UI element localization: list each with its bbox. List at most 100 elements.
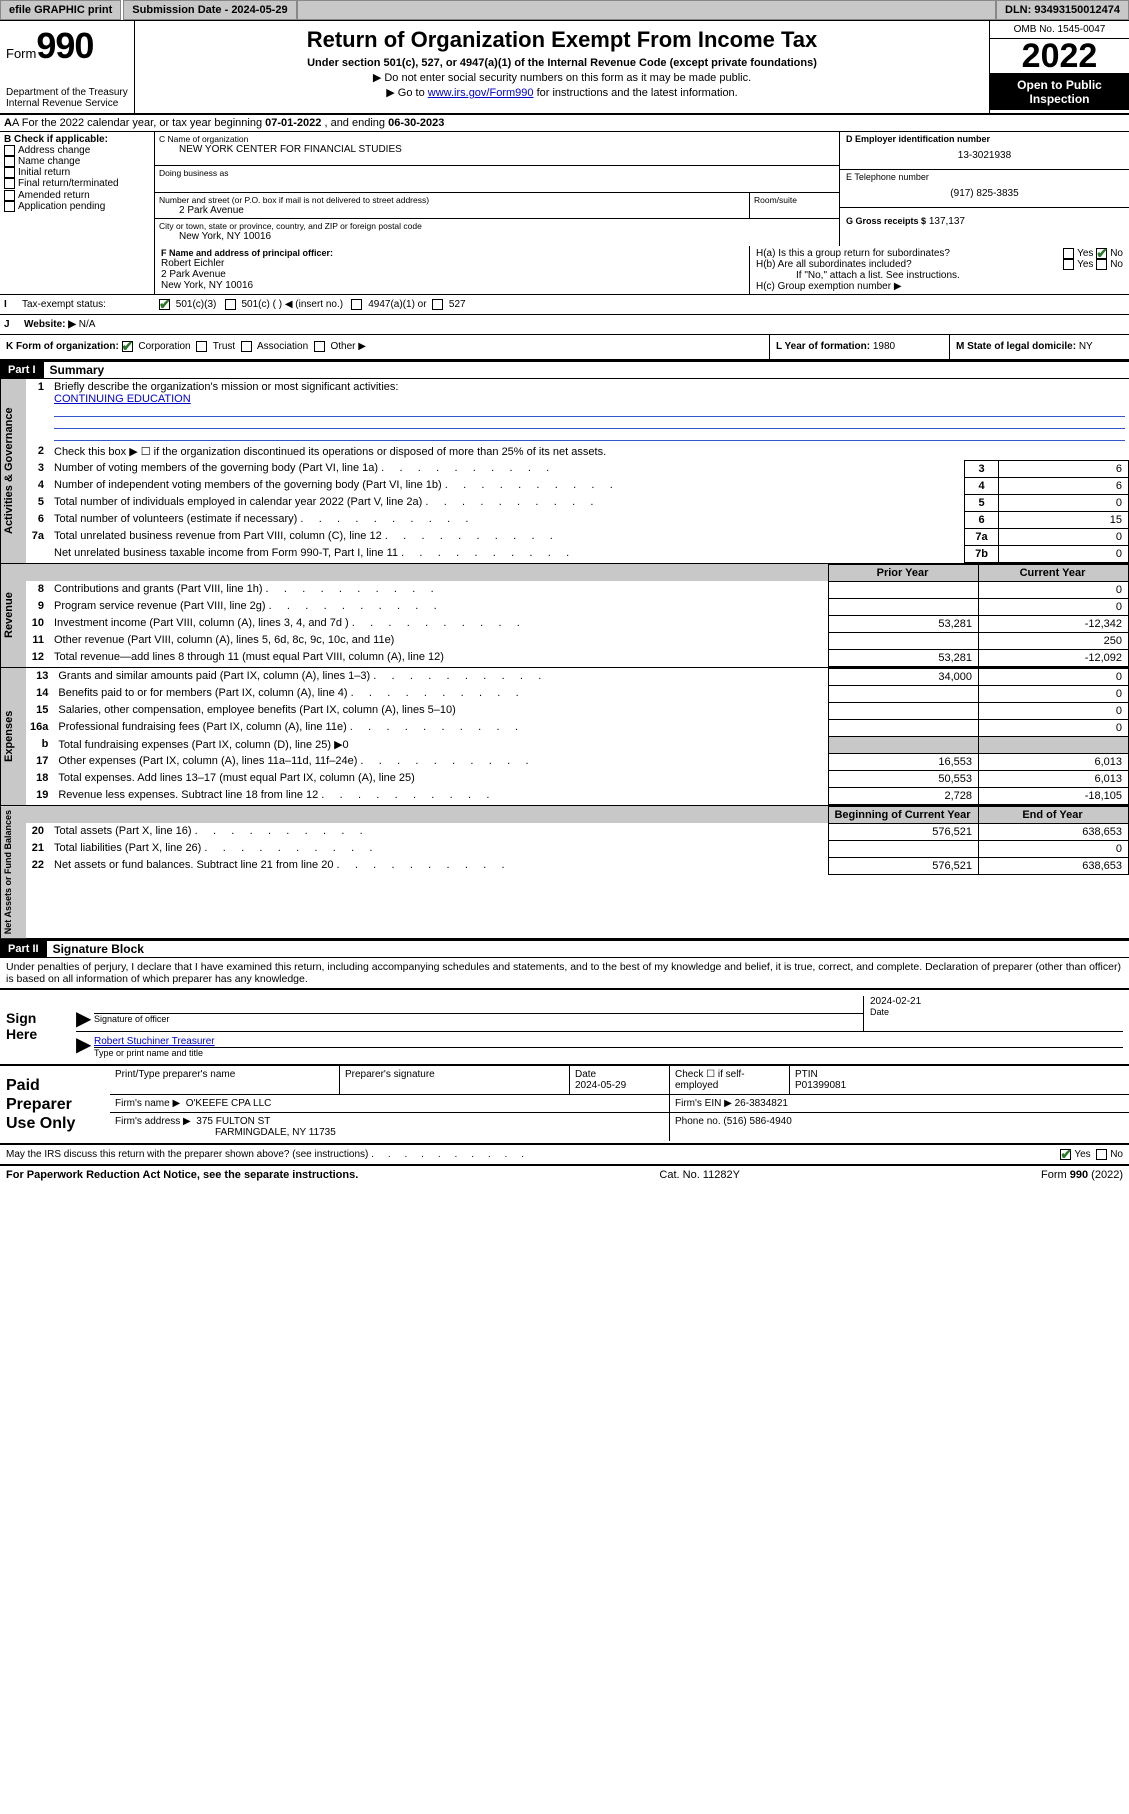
discuss-yes-checkbox[interactable]: [1060, 1149, 1071, 1160]
Hb-no-checkbox[interactable]: [1096, 259, 1107, 270]
room-label: Room/suite: [754, 195, 835, 205]
address-change-checkbox[interactable]: [4, 145, 15, 156]
discuss-no: No: [1110, 1149, 1123, 1160]
exp-row: bTotal fundraising expenses (Part IX, co…: [26, 736, 1129, 753]
ptin-value: P01399081: [795, 1080, 846, 1091]
corp-label: Corporation: [138, 342, 190, 353]
final-return-checkbox[interactable]: [4, 178, 15, 189]
trust-checkbox[interactable]: [196, 341, 207, 352]
exp-row: 14Benefits paid to or for members (Part …: [26, 685, 1129, 702]
other-label: Other ▶: [330, 342, 365, 353]
rev-prior: [829, 598, 979, 615]
exp-row: 18Total expenses. Add lines 13–17 (must …: [26, 770, 1129, 787]
subtitle: Under section 501(c), 527, or 4947(a)(1)…: [145, 57, 979, 69]
section-FH: F Name and address of principal officer:…: [0, 246, 1129, 295]
other-checkbox[interactable]: [314, 341, 325, 352]
section-IJ: I Tax-exempt status: 501(c)(3) 501(c) ( …: [0, 295, 1129, 315]
phone-value: (917) 825-3835: [846, 182, 1123, 199]
toolbar-spacer: [297, 0, 996, 20]
city-label: City or town, state or province, country…: [159, 221, 835, 231]
rev-prior: [829, 632, 979, 649]
ssn-note: ▶ Do not enter social security numbers o…: [145, 71, 979, 84]
page-footer: For Paperwork Reduction Act Notice, see …: [0, 1166, 1129, 1184]
footer-right-post: (2022): [1088, 1169, 1123, 1181]
top-toolbar: efile GRAPHIC print Submission Date - 20…: [0, 0, 1129, 21]
officer-name-link[interactable]: Robert Stuchiner Treasurer: [94, 1036, 215, 1047]
opt-app-pending: Application pending: [18, 201, 105, 212]
dept-treasury: Department of the Treasury: [6, 87, 128, 98]
rev-text: Other revenue (Part VIII, column (A), li…: [54, 634, 394, 646]
M-label: M State of legal domicile:: [956, 341, 1076, 352]
net-section: Net Assets or Fund Balances Beginning of…: [0, 806, 1129, 940]
phone-label: E Telephone number: [846, 172, 1123, 182]
firm-addr-label: Firm's address ▶: [115, 1116, 191, 1127]
K-label: K Form of organization:: [6, 342, 119, 353]
rev-table: Prior YearCurrent Year 8Contributions an…: [26, 564, 1129, 667]
exp-prior: 50,553: [829, 770, 979, 787]
Ha-yes-checkbox[interactable]: [1063, 248, 1074, 259]
opt-name-change: Name change: [18, 156, 80, 167]
firm-ein-label: Firm's EIN ▶: [675, 1098, 732, 1109]
rev-current: -12,092: [979, 649, 1129, 666]
501c3-checkbox[interactable]: [159, 299, 170, 310]
preparer-section: Paid Preparer Use Only Print/Type prepar…: [0, 1064, 1129, 1146]
part2-title: Signature Block: [47, 942, 144, 956]
footer-right-pre: Form: [1041, 1169, 1070, 1181]
Hb-yes-checkbox[interactable]: [1063, 259, 1074, 270]
officer-street: 2 Park Avenue: [161, 269, 743, 280]
gov-row: 5Total number of individuals employed in…: [26, 494, 1129, 511]
net-row: 22Net assets or fund balances. Subtract …: [26, 857, 1129, 874]
name-change-checkbox[interactable]: [4, 156, 15, 167]
gov-row: 7aTotal unrelated business revenue from …: [26, 528, 1129, 545]
q2-text: Check this box ▶ ☐ if the organization d…: [50, 443, 1129, 461]
goto-note: ▶ Go to www.irs.gov/Form990 for instruct…: [145, 86, 979, 99]
527-label: 527: [449, 299, 466, 310]
net-end: 0: [979, 840, 1129, 857]
rev-section: Revenue Prior YearCurrent Year 8Contribu…: [0, 564, 1129, 668]
gov-row: 6Total number of volunteers (estimate if…: [26, 511, 1129, 528]
penalties-text: Under penalties of perjury, I declare th…: [0, 958, 1129, 988]
firm-name-label: Firm's name ▶: [115, 1098, 180, 1109]
officer-name: Robert Eichler: [161, 258, 743, 269]
exp-prior: 34,000: [829, 668, 979, 685]
exp-row: 15Salaries, other compensation, employee…: [26, 702, 1129, 719]
opt-final-return: Final return/terminated: [18, 179, 119, 190]
rev-prior: [829, 581, 979, 598]
firm-name-value: O'KEEFE CPA LLC: [186, 1098, 272, 1109]
exp-prior: 2,728: [829, 787, 979, 804]
501c3-label: 501(c)(3): [176, 299, 217, 310]
gov-val: 0: [999, 528, 1129, 545]
form-number: 990: [36, 25, 93, 66]
rev-text: Program service revenue (Part VIII, line…: [54, 600, 437, 612]
ein-label: D Employer identification number: [846, 134, 1123, 144]
initial-return-checkbox[interactable]: [4, 167, 15, 178]
discuss-no-checkbox[interactable]: [1096, 1149, 1107, 1160]
gov-val: 0: [999, 494, 1129, 511]
corp-checkbox[interactable]: [122, 341, 133, 352]
open-line2: Inspection: [1029, 92, 1089, 106]
open-inspection: Open to Public Inspection: [990, 74, 1129, 110]
501c-checkbox[interactable]: [225, 299, 236, 310]
Ha-no-checkbox[interactable]: [1096, 248, 1107, 259]
amended-return-checkbox[interactable]: [4, 190, 15, 201]
assoc-checkbox[interactable]: [241, 341, 252, 352]
tax-status-label: Tax-exempt status:: [20, 295, 155, 314]
4947-label: 4947(a)(1) or: [368, 299, 426, 310]
rev-prior: 53,281: [829, 649, 979, 666]
app-pending-checkbox[interactable]: [4, 201, 15, 212]
firm-ein-value: 26-3834821: [735, 1098, 788, 1109]
527-checkbox[interactable]: [432, 299, 443, 310]
exp-prior: 16,553: [829, 753, 979, 770]
self-employed-label: Check ☐ if self-employed: [670, 1066, 790, 1094]
q1-value-link[interactable]: CONTINUING EDUCATION: [54, 393, 191, 405]
instructions-link[interactable]: www.irs.gov/Form990: [428, 87, 534, 99]
exp-section: Expenses 13Grants and similar amounts pa…: [0, 668, 1129, 806]
net-end: 638,653: [979, 823, 1129, 840]
net-text: Total assets (Part X, line 16): [54, 825, 363, 837]
Ha-text: H(a) Is this a group return for subordin…: [756, 248, 950, 259]
exp-row: 19Revenue less expenses. Subtract line 1…: [26, 787, 1129, 804]
4947-checkbox[interactable]: [351, 299, 362, 310]
gov-row: 3Number of voting members of the governi…: [26, 460, 1129, 477]
efile-print-button[interactable]: efile GRAPHIC print: [0, 0, 121, 20]
prep-sig-header: Preparer's signature: [340, 1066, 570, 1094]
